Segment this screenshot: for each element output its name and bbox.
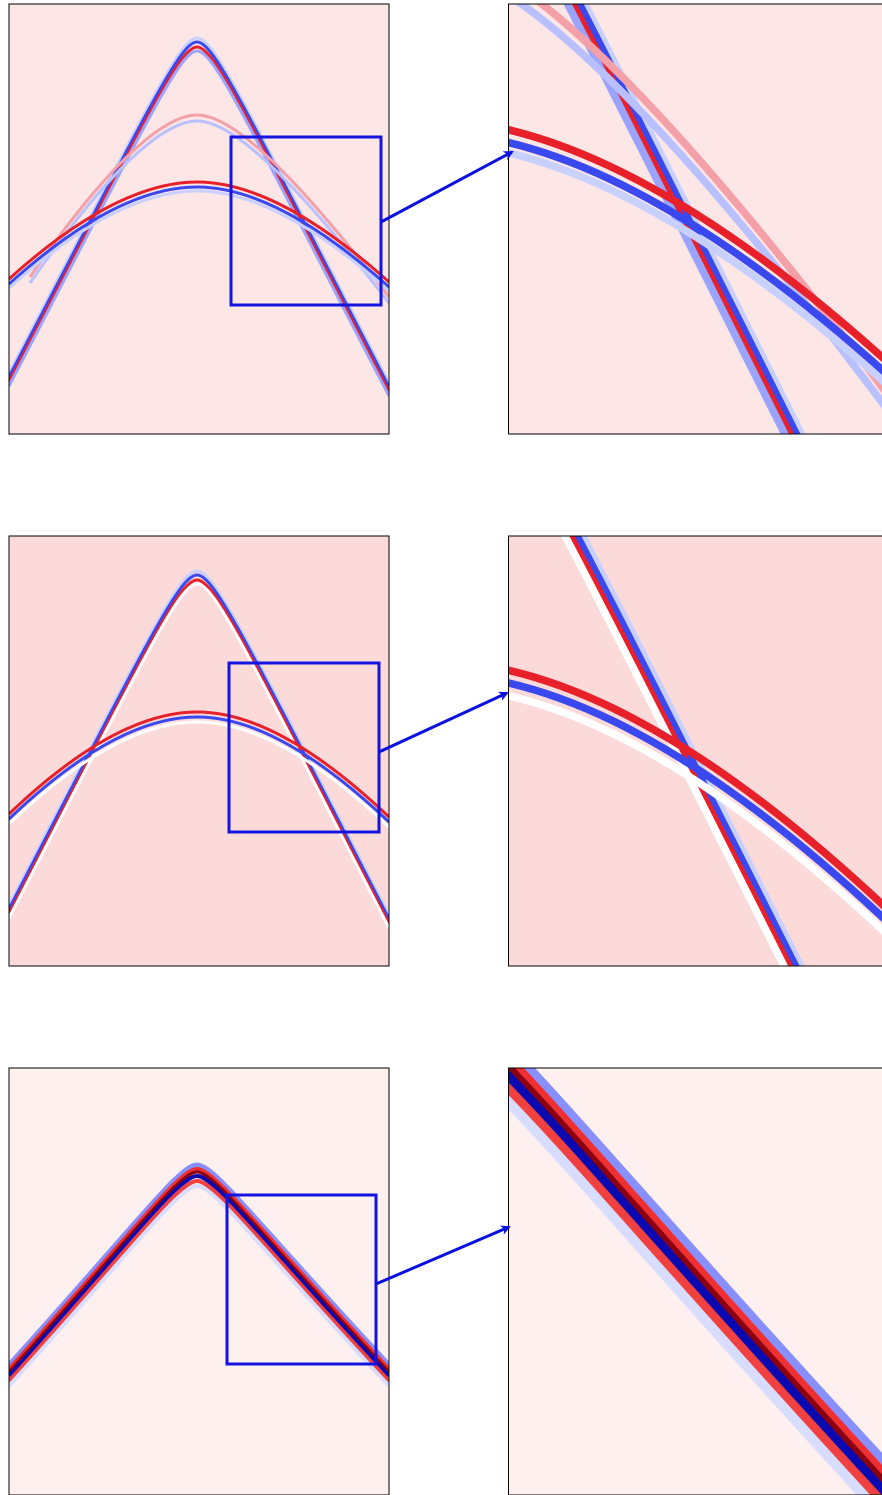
arrow bbox=[375, 1225, 511, 1286]
arrow bbox=[378, 691, 509, 754]
panel-original-1 bbox=[8, 3, 390, 435]
panel-zoom-2 bbox=[508, 535, 882, 967]
zoom-box bbox=[227, 661, 381, 834]
panel-zoom-3 bbox=[508, 1067, 882, 1495]
panel-original-3 bbox=[8, 1067, 390, 1495]
panel-original-2 bbox=[8, 535, 390, 967]
zoom-box bbox=[225, 1193, 378, 1366]
arrow bbox=[380, 150, 514, 224]
panel-zoom-1 bbox=[508, 3, 882, 435]
